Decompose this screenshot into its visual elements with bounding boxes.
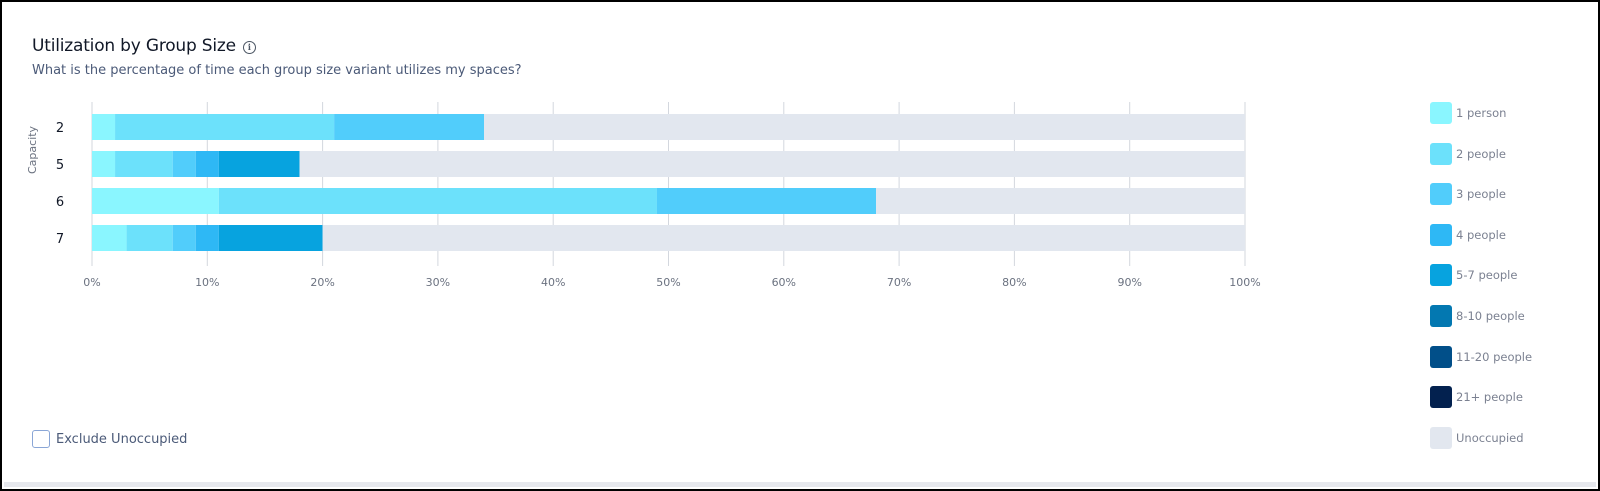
legend-label: 1 person bbox=[1456, 106, 1507, 120]
x-tick-label: 80% bbox=[1002, 276, 1026, 289]
bar-segment bbox=[218, 188, 657, 214]
legend-item[interactable]: 2 people bbox=[1430, 142, 1532, 165]
x-tick-label: 100% bbox=[1229, 276, 1260, 289]
legend-swatch bbox=[1430, 304, 1452, 327]
y-tick-label: 6 bbox=[56, 195, 64, 210]
legend-swatch bbox=[1430, 142, 1452, 165]
bar-segment bbox=[172, 151, 196, 177]
y-tick-label: 7 bbox=[56, 232, 64, 247]
bar-segment bbox=[172, 225, 196, 251]
exclude-unoccupied-label: Exclude Unoccupied bbox=[56, 431, 188, 447]
legend-item[interactable]: 1 person bbox=[1430, 102, 1532, 124]
legend-label: 21+ people bbox=[1456, 390, 1523, 405]
x-tick-label: 0% bbox=[83, 276, 100, 289]
bar-segment bbox=[299, 151, 1245, 177]
x-tick-label: 50% bbox=[656, 276, 680, 289]
bar-segment bbox=[92, 188, 219, 214]
bar-segment bbox=[656, 188, 877, 214]
y-axis-title: Capacity bbox=[26, 125, 39, 174]
legend-item[interactable]: 11-20 people bbox=[1430, 345, 1533, 368]
legend-swatch bbox=[1430, 223, 1452, 246]
bar-segment bbox=[195, 151, 219, 177]
bottom-divider bbox=[4, 482, 1596, 487]
bar-segment bbox=[92, 114, 116, 140]
bar-segment bbox=[876, 188, 1245, 214]
bar-segment bbox=[218, 225, 323, 251]
legend-label: 4 people bbox=[1456, 227, 1506, 242]
legend-item[interactable]: Unoccupied bbox=[1430, 426, 1532, 449]
x-tick-label: 70% bbox=[887, 276, 911, 289]
bar-segment bbox=[218, 151, 300, 177]
y-tick-label: 2 bbox=[56, 121, 64, 136]
legend-label: Unoccupied bbox=[1456, 430, 1524, 445]
legend-swatch bbox=[1430, 386, 1452, 409]
x-tick-label: 60% bbox=[772, 276, 796, 289]
legend-swatch bbox=[1430, 426, 1452, 449]
bar-segment bbox=[126, 225, 173, 251]
x-tick-label: 30% bbox=[426, 276, 450, 289]
legend-label: 11-20 people bbox=[1456, 349, 1533, 364]
info-circle-icon[interactable]: i bbox=[242, 40, 256, 54]
bar-segment bbox=[115, 151, 173, 177]
bar-segment bbox=[92, 151, 116, 177]
legend-swatch bbox=[1430, 264, 1452, 287]
exclude-unoccupied-checkbox[interactable] bbox=[32, 430, 50, 448]
legend-item[interactable]: 21+ people bbox=[1430, 386, 1532, 409]
exclude-unoccupied-toggle[interactable]: Exclude Unoccupied bbox=[32, 430, 187, 448]
legend-label: 3 people bbox=[1456, 187, 1506, 202]
legend-item[interactable]: 5-7 people bbox=[1430, 264, 1532, 287]
x-tick-label: 20% bbox=[310, 276, 334, 289]
bar-segment bbox=[92, 225, 127, 251]
legend: 1 person 2 people 3 people 4 people 5-7 peop… bbox=[1430, 102, 1532, 467]
bar-segment bbox=[322, 225, 1246, 251]
x-tick-label: 10% bbox=[195, 276, 219, 289]
chart-title: Utilization by Group Size bbox=[32, 36, 236, 56]
legend-label: 5-7 people bbox=[1456, 268, 1518, 283]
legend-item[interactable]: 8-10 people bbox=[1430, 304, 1532, 327]
x-tick-label: 40% bbox=[541, 276, 565, 289]
bar-segment bbox=[484, 114, 1245, 140]
legend-swatch bbox=[1430, 345, 1452, 368]
chart-subtitle: What is the percentage of time each grou… bbox=[32, 63, 522, 78]
legend-item[interactable]: 3 people bbox=[1430, 183, 1532, 206]
x-tick-label: 90% bbox=[1117, 276, 1141, 289]
legend-item[interactable]: 4 people bbox=[1430, 223, 1532, 246]
bar-segment bbox=[195, 225, 219, 251]
bar-segment bbox=[334, 114, 485, 140]
title-row: Utilization by Group Size i bbox=[32, 36, 256, 56]
legend-label: 2 people bbox=[1456, 146, 1506, 161]
legend-label: 8-10 people bbox=[1456, 308, 1525, 323]
y-tick-label: 5 bbox=[56, 158, 64, 173]
legend-swatch bbox=[1430, 102, 1452, 124]
bar-segment bbox=[115, 114, 335, 140]
legend-swatch bbox=[1430, 183, 1452, 206]
